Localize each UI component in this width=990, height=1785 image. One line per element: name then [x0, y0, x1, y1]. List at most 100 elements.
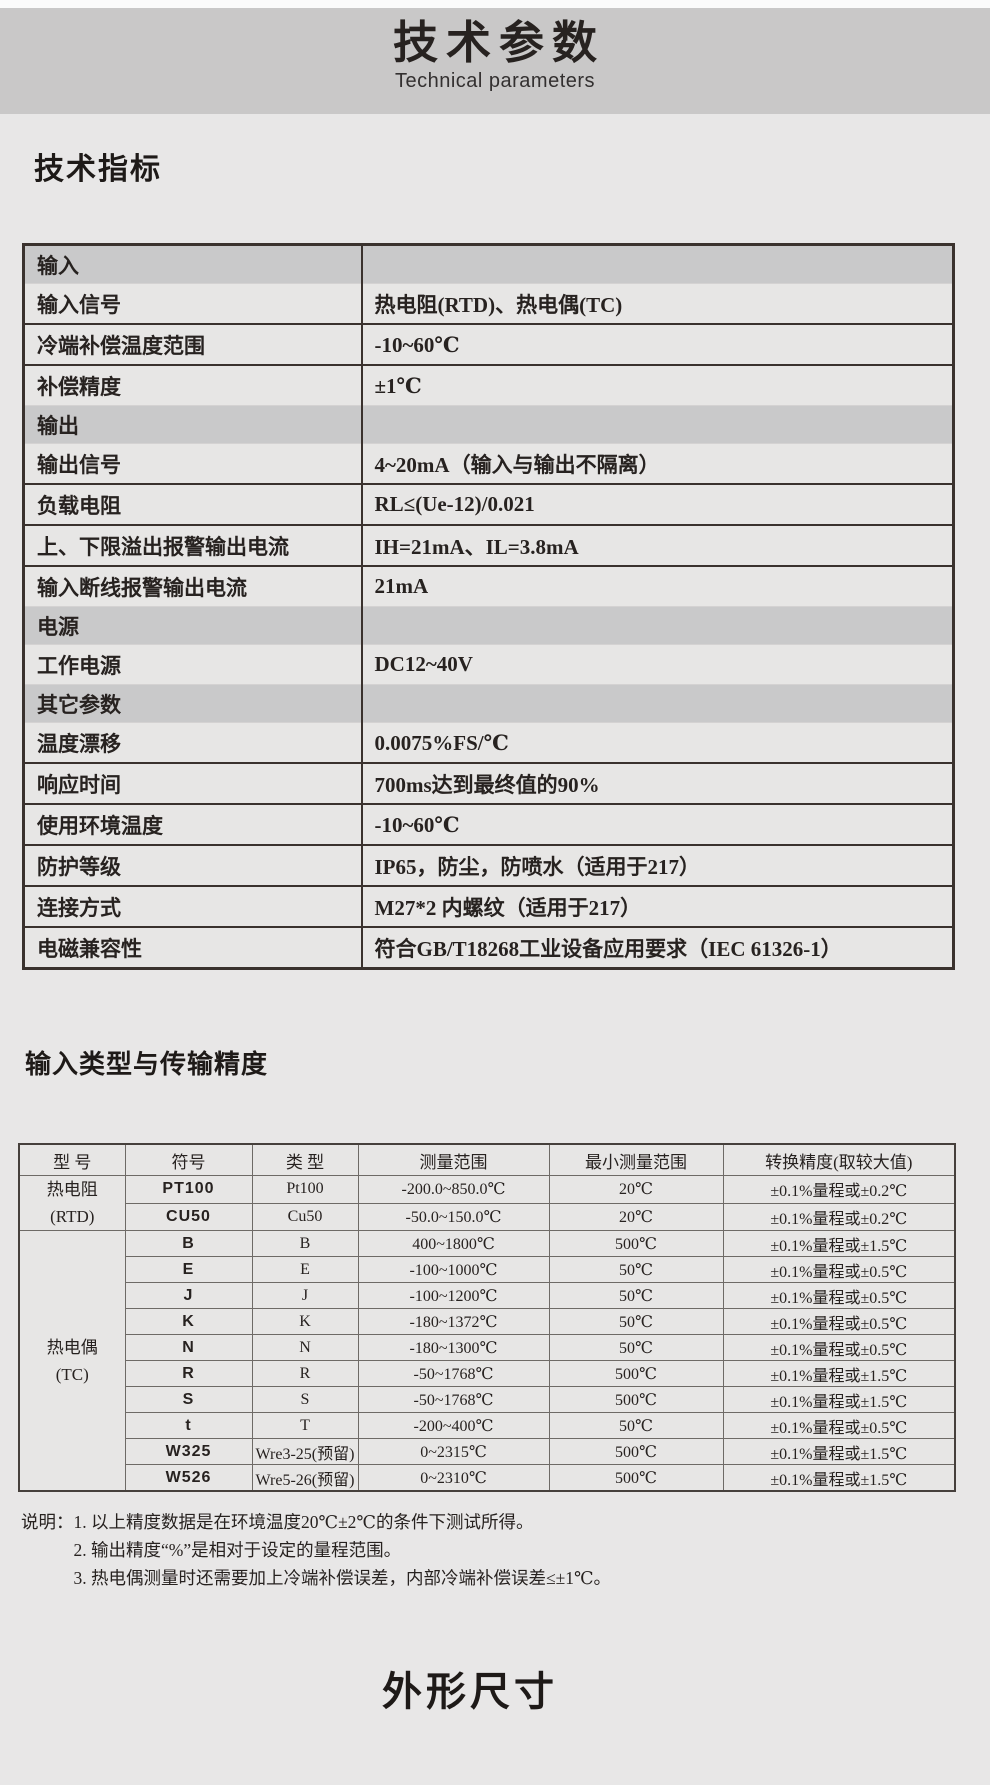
accuracy-cell-class: J [251, 1282, 359, 1309]
spec-value: 0.0075%FS/℃ [361, 722, 954, 763]
spec-row: 输入信号 热电阻(RTD)、热电偶(TC) [23, 283, 954, 324]
accuracy-cell-accuracy: ±0.1%量程或±1.5℃ [722, 1438, 956, 1465]
accuracy-row: W325 Wre3-25(预留) 0~2315℃ 500℃ ±0.1%量程或±1.5℃ [19, 1438, 956, 1465]
accuracy-cell-accuracy: ±0.1%量程或±0.2℃ [722, 1175, 956, 1204]
spec-label: 电源 [23, 606, 363, 645]
accuracy-cell-min-range: 500℃ [548, 1360, 724, 1387]
spec-value: DC12~40V [361, 644, 954, 685]
spec-row: 输入断线报警输出电流 21mA [23, 565, 954, 607]
spec-label: 输出信号 [23, 443, 363, 484]
spec-row: 冷端补偿温度范围 -10~60℃ [23, 323, 954, 365]
accuracy-cell-class: B [251, 1230, 359, 1257]
spec-value [361, 606, 954, 645]
sensor-type-abbr: (RTD) [50, 1207, 95, 1226]
spec-row: 连接方式 M27*2 内螺纹（适用于217） [23, 885, 954, 927]
accuracy-col-header: 最小测量范围 [548, 1143, 724, 1176]
accuracy-cell-range: -200.0~850.0℃ [357, 1175, 550, 1204]
accuracy-cell-accuracy: ±0.1%量程或±0.5℃ [722, 1334, 956, 1361]
spec-value: 700ms达到最终值的90% [361, 762, 954, 804]
spec-section-row: 输入 [23, 244, 954, 284]
accuracy-cell-min-range: 50℃ [548, 1256, 724, 1283]
accuracy-cell-range: -100~1000℃ [357, 1256, 550, 1283]
accuracy-row: R R -50~1768℃ 500℃ ±0.1%量程或±1.5℃ [19, 1360, 956, 1387]
spec-row: 工作电源 DC12~40V [23, 644, 954, 685]
spec-value [361, 244, 954, 284]
spec-row: 防护等级 IP65，防尘，防喷水（适用于217） [23, 844, 954, 886]
banner: 技术参数 Technical parameters [0, 8, 990, 114]
accuracy-row: t T -200~400℃ 50℃ ±0.1%量程或±0.5℃ [19, 1412, 956, 1439]
note-item: 3. 热电偶测量时还需要加上冷端补偿误差，内部冷端补偿误差≤±1℃。 [73, 1568, 612, 1588]
accuracy-cell-class: Cu50 [251, 1202, 359, 1231]
sensor-type-name: 热电偶 [46, 1337, 98, 1357]
accuracy-cell-min-range: 500℃ [548, 1386, 724, 1413]
spec-label: 输入断线报警输出电流 [23, 565, 363, 607]
accuracy-cell-symbol: R [124, 1360, 253, 1387]
spec-label: 输入 [23, 244, 363, 284]
spec-value [361, 405, 954, 444]
spec-value: 热电阻(RTD)、热电偶(TC) [361, 283, 954, 324]
accuracy-cell-accuracy: ±0.1%量程或±1.5℃ [722, 1386, 956, 1413]
accuracy-cell-min-range: 20℃ [548, 1175, 724, 1204]
spec-value: 21mA [361, 565, 954, 607]
spec-section-heading: 技术指标 [34, 153, 162, 186]
sensor-type-cell: 热电偶 (TC) [18, 1230, 126, 1492]
spec-value: 4~20mA（输入与输出不隔离） [361, 443, 954, 484]
accuracy-cell-class: K [251, 1308, 359, 1335]
spec-label: 输入信号 [23, 283, 363, 324]
banner-title: 技术参数 [392, 17, 605, 68]
accuracy-row: 热电阻 (RTD) PT100 Pt100 -200.0~850.0℃ 20℃ ±0.1%量… [18, 1175, 956, 1231]
accuracy-col-header: 符号 [124, 1143, 253, 1176]
accuracy-cell-class: Pt100 [251, 1175, 359, 1204]
accuracy-cell-symbol: N [124, 1334, 253, 1361]
spec-label: 上、下限溢出报警输出电流 [23, 524, 363, 566]
accuracy-cell-min-range: 500℃ [548, 1230, 724, 1257]
accuracy-row: W526 Wre5-26(预留) 0~2310℃ 500℃ ±0.1%量程或±1.5℃ [19, 1464, 956, 1492]
accuracy-cell-range: -180~1300℃ [357, 1334, 550, 1361]
accuracy-cell-accuracy: ±0.1%量程或±0.5℃ [722, 1282, 956, 1309]
accuracy-cell-symbol: W526 [124, 1464, 253, 1492]
spec-label: 连接方式 [23, 885, 363, 927]
spec-label: 补偿精度 [23, 364, 363, 406]
spec-value [361, 684, 954, 723]
spec-row: 使用环境温度 -10~60℃ [23, 803, 954, 845]
spec-section-row: 电源 [23, 606, 954, 645]
accuracy-row: 热电偶 (TC) B B 400~1800℃ 500℃ ±0.1%量程或±1.5℃ [18, 1230, 956, 1492]
spec-label: 温度漂移 [23, 722, 363, 763]
spec-value: M27*2 内螺纹（适用于217） [361, 885, 954, 927]
accuracy-row: N N -180~1300℃ 50℃ ±0.1%量程或±0.5℃ [19, 1334, 956, 1361]
notes-prefix: 说明： [21, 1512, 74, 1532]
accuracy-cell-min-range: 500℃ [548, 1464, 724, 1492]
accuracy-cell-range: -180~1372℃ [357, 1308, 550, 1335]
spec-row: 上、下限溢出报警输出电流 IH=21mA、IL=3.8mA [23, 524, 954, 566]
accuracy-cell-range: 0~2310℃ [357, 1464, 550, 1492]
accuracy-cell-symbol: S [124, 1386, 253, 1413]
notes: 说明： 1. 以上精度数据是在环境温度20℃±2℃的条件下测试所得。 2. 输出精… [21, 1508, 990, 1592]
spec-label: 电磁兼容性 [23, 926, 363, 969]
sensor-type-name: 热电阻 [46, 1180, 98, 1199]
spec-value: -10~60℃ [361, 323, 954, 365]
accuracy-cell-min-range: 20℃ [548, 1202, 724, 1231]
accuracy-cell-class: N [251, 1334, 359, 1361]
accuracy-cell-symbol: CU50 [124, 1202, 253, 1231]
spec-label: 冷端补偿温度范围 [23, 323, 363, 365]
spec-section-row: 输出 [23, 405, 954, 444]
accuracy-row: J J -100~1200℃ 50℃ ±0.1%量程或±0.5℃ [19, 1282, 956, 1309]
accuracy-cell-class: Wre3-25(预留) [251, 1438, 359, 1465]
accuracy-cell-symbol: t [124, 1412, 253, 1439]
spec-value: ±1℃ [361, 364, 954, 406]
spec-row: 输出信号 4~20mA（输入与输出不隔离） [23, 443, 954, 484]
accuracy-row: CU50 Cu50 -50.0~150.0℃ 20℃ ±0.1%量程或±0.2℃ [19, 1202, 956, 1231]
note-item: 1. 以上精度数据是在环境温度20℃±2℃的条件下测试所得。 [73, 1512, 534, 1532]
accuracy-cell-accuracy: ±0.1%量程或±0.5℃ [722, 1308, 956, 1335]
spec-row: 温度漂移 0.0075%FS/℃ [23, 722, 954, 763]
accuracy-cell-class: R [251, 1360, 359, 1387]
accuracy-col-header: 转换精度(取较大值) [722, 1143, 956, 1176]
accuracy-col-header: 测量范围 [357, 1143, 550, 1176]
accuracy-cell-symbol: K [124, 1308, 253, 1335]
accuracy-cell-class: Wre5-26(预留) [251, 1464, 359, 1492]
spec-label: 输出 [23, 405, 363, 444]
sensor-type-abbr: (TC) [55, 1364, 89, 1384]
accuracy-section-heading: 输入类型与传输精度 [25, 1049, 269, 1079]
spec-value: IH=21mA、IL=3.8mA [361, 524, 954, 566]
